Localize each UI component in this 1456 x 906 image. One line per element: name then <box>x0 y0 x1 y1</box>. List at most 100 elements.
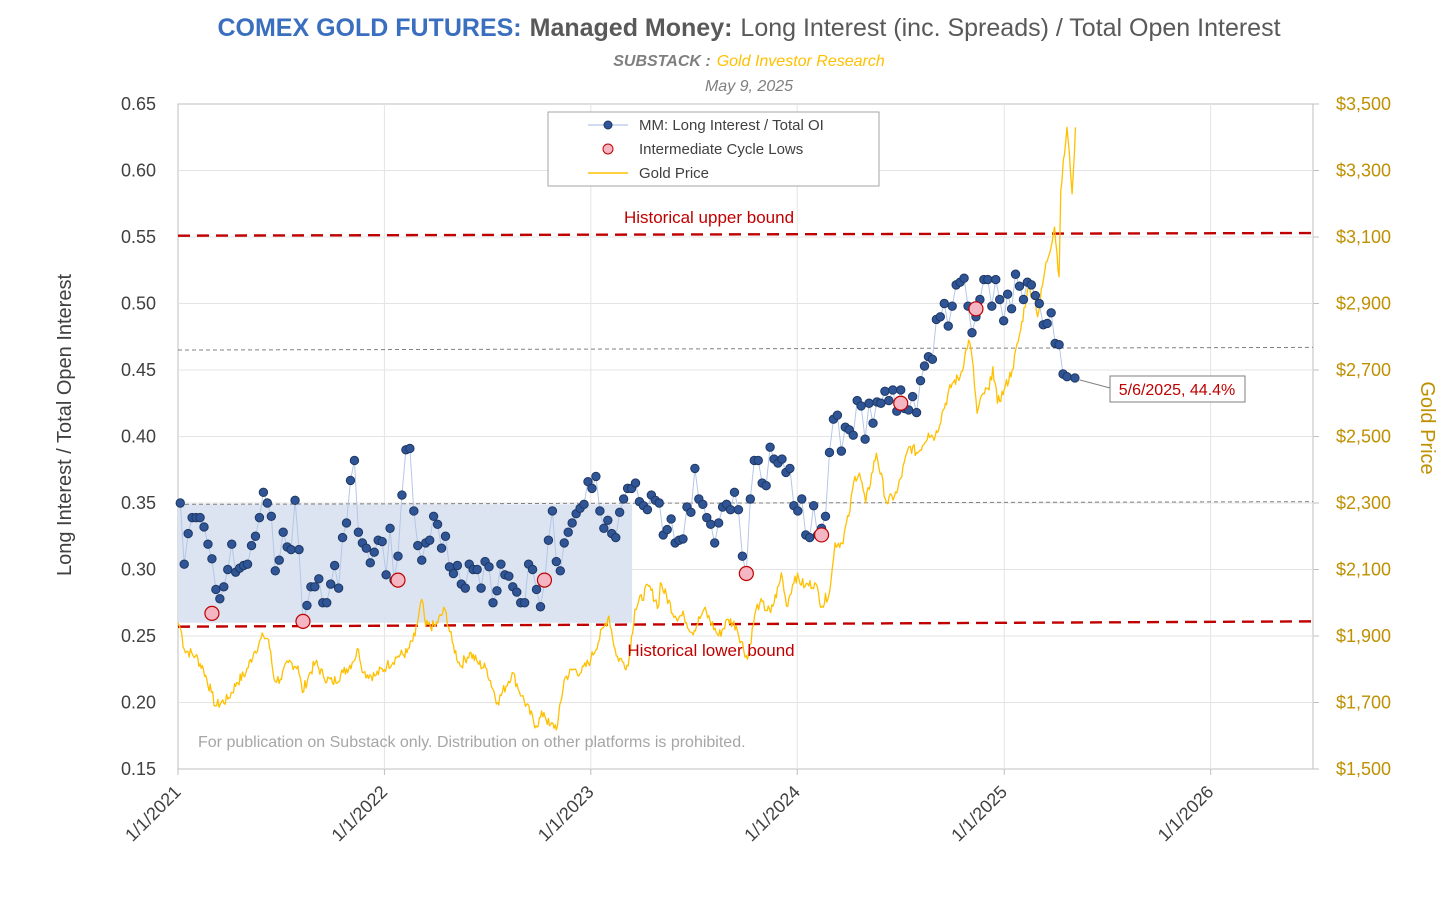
mm-data-point <box>1046 308 1056 318</box>
y2-tick-label: $3,500 <box>1336 94 1391 114</box>
mm-data-point <box>286 544 296 555</box>
y-tick-label: 0.50 <box>121 294 156 314</box>
subtitle-source-name: Gold Investor Research <box>717 53 885 70</box>
mm-data-point <box>345 475 356 486</box>
mm-data-point <box>551 556 562 567</box>
mm-data-point <box>1070 373 1080 383</box>
mm-data-point <box>460 583 470 593</box>
mm-data-point <box>381 570 391 580</box>
mm-data-point <box>797 494 807 504</box>
legend-lows-label: Intermediate Cycle Lows <box>639 141 803 158</box>
median-line <box>177 346 1314 351</box>
mm-data-point <box>417 555 427 565</box>
x-tick-label: 1/1/2024 <box>740 782 804 846</box>
mm-data-point <box>713 518 724 528</box>
y-tick-label: 0.45 <box>121 360 156 380</box>
mm-data-point <box>1010 269 1021 279</box>
mm-data-point <box>179 559 189 569</box>
mm-data-point <box>824 447 835 458</box>
mm-data-point <box>535 602 546 612</box>
mm-data-point <box>947 301 957 311</box>
title-part2: Managed Money: <box>530 14 733 42</box>
callout-text: 5/6/2025, 44.4% <box>1119 382 1236 399</box>
mm-data-point <box>959 273 969 283</box>
mm-data-point <box>666 514 676 524</box>
mm-data-point <box>428 511 439 521</box>
mm-data-point <box>1034 298 1044 309</box>
mm-data-point <box>591 471 601 482</box>
mm-data-point <box>448 568 459 579</box>
mm-data-point <box>618 494 629 504</box>
mm-data-point <box>496 559 506 569</box>
cycle-low-point <box>390 572 406 588</box>
upper-bound-label: Historical upper bound <box>624 208 794 227</box>
mm-data-point <box>567 518 577 528</box>
mm-data-point <box>880 386 890 396</box>
grid <box>178 104 1313 769</box>
mm-data-point <box>587 483 597 494</box>
mm-data-point <box>322 598 332 608</box>
chart-date: May 9, 2025 <box>705 78 793 95</box>
mm-data-point <box>207 554 217 564</box>
mm-data-point <box>246 540 257 551</box>
mm-data-point <box>1018 294 1029 305</box>
mm-data-point <box>211 584 221 595</box>
cycle-low-point <box>968 301 984 317</box>
y-tick-label: 0.15 <box>121 759 156 779</box>
mm-data-point <box>725 504 736 515</box>
mm-data-point <box>761 481 771 491</box>
mm-data-point <box>405 443 415 454</box>
y-tick-label: 0.65 <box>121 94 156 114</box>
mm-data-point <box>504 571 514 581</box>
mm-data-point <box>690 463 700 474</box>
reference-lines <box>177 231 1314 628</box>
cycle-low-point <box>295 613 311 629</box>
mm-data-point <box>274 555 284 565</box>
y-tick-label: 0.35 <box>121 493 156 513</box>
mm-data-point <box>290 495 300 506</box>
axes: 0.15 0.20 0.25 0.30 0.35 0.40 0.45 0.50 0.55 0.60… <box>121 94 1391 845</box>
mm-data-point <box>599 523 609 533</box>
mm-data-point <box>195 512 205 523</box>
mm-data-point <box>203 539 213 549</box>
mm-data-point <box>341 518 352 528</box>
mm-data-point <box>630 478 641 488</box>
mm-data-point <box>424 535 435 545</box>
mm-data-point <box>1030 290 1041 301</box>
y2-tick-label: $2,100 <box>1336 560 1391 580</box>
mm-data-point <box>765 442 775 452</box>
x-tick-label: 1/1/2022 <box>328 782 392 846</box>
y2-tick-label: $2,300 <box>1336 493 1391 513</box>
chart-subtitle: SUBSTACK : Gold Investor Research <box>613 53 885 70</box>
mm-data-point <box>199 522 209 532</box>
mm-data-point <box>777 454 787 464</box>
mm-data-point <box>1014 281 1025 291</box>
mm-data-point <box>745 494 756 504</box>
mm-data-point <box>808 500 819 511</box>
subtitle-source-label: SUBSTACK : <box>613 53 710 70</box>
mm-data-point <box>753 455 763 466</box>
mm-data-point <box>1062 371 1072 382</box>
mm-data-point <box>325 579 336 589</box>
mm-data-point <box>175 498 185 508</box>
mm-data-point <box>432 519 443 529</box>
mm-data-point <box>440 531 451 541</box>
mm-data-point <box>983 274 993 285</box>
mm-data-point <box>227 539 237 549</box>
chart-title: COMEX GOLD FUTURES: Managed Money: Long In… <box>217 14 1280 42</box>
mm-data-point <box>860 434 870 444</box>
legend-lows-marker <box>602 143 614 155</box>
mm-data-point <box>868 418 878 428</box>
mm-data-point <box>278 527 288 537</box>
mm-data-point <box>611 532 621 543</box>
mm-data-point <box>294 544 304 555</box>
mm-data-point <box>314 574 324 584</box>
mm-data-point <box>864 398 874 408</box>
mm-data-point <box>1006 304 1017 314</box>
lower-bound-label: Historical lower bound <box>627 641 794 660</box>
mm-data-point <box>603 515 613 525</box>
mm-data-point <box>413 540 423 551</box>
y2-axis-title: Gold Price <box>1416 381 1438 474</box>
gold-price-line <box>177 126 1077 731</box>
